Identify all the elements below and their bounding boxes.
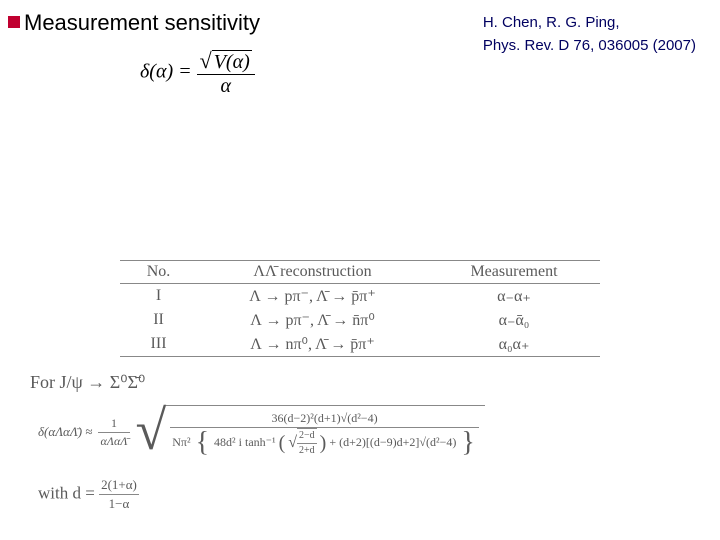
delta-lhs: δ(αΛαΛ̄) ≈: [38, 423, 92, 441]
cell: Λ → pπ⁻, Λ̄ → p̄π⁺: [197, 284, 428, 309]
brace-right-icon: }: [459, 427, 476, 458]
sqrt-icon: V(α): [200, 48, 252, 74]
page-title: Measurement sensitivity: [24, 10, 260, 36]
eq1-fraction: V(α) α: [197, 48, 255, 98]
with-num: 2(1+α): [99, 476, 139, 495]
cell: Λ → nπ⁰, Λ̄ → p̄π⁺: [197, 332, 428, 357]
with-line: with d = 2(1+α) 1−α: [38, 476, 710, 513]
with-text: with d =: [38, 484, 95, 503]
bottom-equations: For J/ψ → Σ⁰Σ̄⁰ δ(αΛαΛ̄) ≈ 1 αΛαΛ̄ √ 36(…: [30, 370, 710, 513]
cell: α₋α₊: [428, 284, 600, 309]
eq1-num: V(α): [212, 50, 252, 73]
col-no: No.: [120, 261, 197, 284]
delta-eq: δ(αΛαΛ̄) ≈ 1 αΛαΛ̄ √ 36(d−2)²(d+1)√(d²−4…: [38, 405, 710, 460]
bullet-icon: [8, 16, 20, 28]
eq1-den: α: [197, 75, 255, 98]
rad-den: Nπ² { 48d² i tanh⁻¹ ( √ 2−d 2+d ) + (d+2…: [170, 428, 479, 458]
frac-den: αΛαΛ̄: [98, 433, 129, 450]
citation-line1: H. Chen, R. G. Ping,: [483, 12, 696, 35]
paren-icon: (: [279, 432, 286, 454]
rad-inner-b: + (d+2)[(d−9)d+2]√(d²−4): [329, 435, 456, 449]
brace-left-icon: {: [194, 427, 211, 458]
frac-num: 1: [98, 415, 129, 433]
cell: α₋ᾱ₀: [428, 308, 600, 332]
inner-root-den: 2+d: [297, 444, 317, 458]
cell: I: [120, 284, 197, 309]
col-measurement: Measurement: [428, 261, 600, 284]
citation-line2: Phys. Rev. D 76, 036005 (2007): [483, 35, 696, 58]
eq1-lhs: δ(α) =: [140, 61, 192, 83]
table-row: I Λ → pπ⁻, Λ̄ → p̄π⁺ α₋α₊: [120, 284, 600, 309]
cell: Λ → pπ⁻, Λ̄ → n̄π⁰: [197, 308, 428, 332]
table-header-row: No. ΛΛ̄ reconstruction Measurement: [120, 261, 600, 284]
rad-num: 36(d−2)²(d+1)√(d²−4): [170, 410, 479, 428]
cell: α₀α₊: [428, 332, 600, 357]
for-line: For J/ψ → Σ⁰Σ̄⁰: [30, 370, 710, 395]
cell: II: [120, 308, 197, 332]
header: Measurement sensitivity H. Chen, R. G. P…: [0, 0, 720, 57]
rad-inner-a: 48d² i tanh⁻¹: [214, 435, 276, 449]
cell: III: [120, 332, 197, 357]
equation-delta-alpha: δ(α) = V(α) α: [140, 48, 255, 98]
with-frac: 2(1+α) 1−α: [99, 476, 139, 513]
big-sqrt: √ 36(d−2)²(d+1)√(d²−4) Nπ² { 48d² i tanh…: [136, 405, 485, 460]
citation: H. Chen, R. G. Ping, Phys. Rev. D 76, 03…: [483, 10, 700, 57]
outer-frac: 36(d−2)²(d+1)√(d²−4) Nπ² { 48d² i tanh⁻¹…: [170, 410, 479, 458]
reconstruction-table: No. ΛΛ̄ reconstruction Measurement I Λ →…: [120, 260, 600, 357]
table-row: II Λ → pπ⁻, Λ̄ → n̄π⁰ α₋ᾱ₀: [120, 308, 600, 332]
col-reconstruction: ΛΛ̄ reconstruction: [197, 261, 428, 284]
inner-root-frac: 2−d 2+d: [297, 428, 317, 458]
one-over-alpha: 1 αΛαΛ̄: [98, 415, 129, 450]
inner-root-num: 2−d: [297, 429, 317, 444]
paren-icon: ): [320, 432, 327, 454]
table-row: III Λ → nπ⁰, Λ̄ → p̄π⁺ α₀α₊: [120, 332, 600, 357]
sqrt-body: 36(d−2)²(d+1)√(d²−4) Nπ² { 48d² i tanh⁻¹…: [166, 405, 485, 460]
with-den: 1−α: [99, 495, 139, 513]
inner-sqrt-icon: √: [288, 434, 297, 451]
rad-den-left: Nπ²: [172, 435, 190, 449]
sqrt-icon: √: [136, 407, 167, 462]
